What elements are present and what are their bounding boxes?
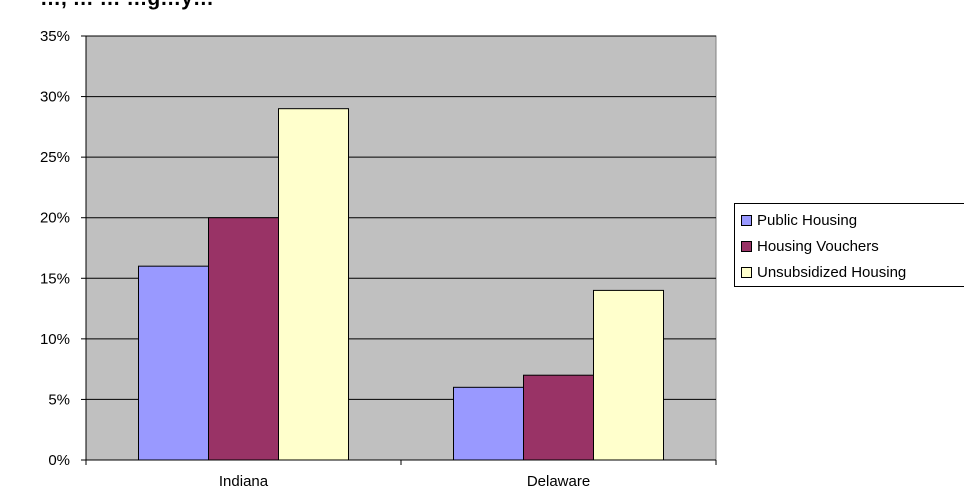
y-tick-labels: 0% 5% 10% 15% 20% 25% 30% 35%	[40, 28, 70, 469]
legend-item-housing-vouchers: Housing Vouchers	[741, 236, 879, 256]
legend-swatch-public-housing	[741, 214, 752, 226]
y-tick-label: 25%	[40, 149, 70, 166]
y-tick-label: 35%	[40, 28, 70, 45]
chart-title: …, … … …g…y…	[0, 0, 964, 17]
bar-housing-vouchers-indiana	[208, 217, 279, 461]
legend-item-public-housing: Public Housing	[741, 210, 857, 230]
bar-housing-vouchers-delaware	[523, 374, 594, 461]
legend-swatch-unsubsidized-housing	[741, 266, 752, 278]
x-tick-label-indiana: Indiana	[219, 473, 269, 490]
bar-unsubsidized-housing-indiana	[278, 108, 349, 461]
bars	[138, 108, 664, 461]
axes	[81, 35, 717, 465]
bar-public-housing-indiana	[138, 265, 209, 461]
x-tick-label-delaware: Delaware	[527, 473, 590, 490]
y-tick-label: 10%	[40, 331, 70, 348]
bar-unsubsidized-housing-delaware	[593, 289, 664, 461]
legend: Public Housing Housing Vouchers Unsubsid…	[734, 203, 964, 287]
legend-label-housing-vouchers: Housing Vouchers	[757, 237, 879, 255]
legend-label-public-housing: Public Housing	[757, 211, 858, 229]
y-tick-label: 20%	[40, 210, 70, 227]
y-tick-label: 5%	[48, 391, 70, 408]
y-tick-label: 30%	[40, 89, 70, 106]
legend-item-unsubsidized-housing: Unsubsidized Housing	[741, 262, 906, 282]
x-tick-labels: Indiana Delaware	[219, 473, 590, 490]
y-tick-label: 15%	[40, 270, 70, 287]
bar-public-housing-delaware	[453, 386, 524, 461]
y-tick-label: 0%	[48, 452, 70, 469]
legend-label-unsubsidized-housing: Unsubsidized Housing	[757, 263, 907, 281]
legend-swatch-housing-vouchers	[741, 240, 752, 252]
